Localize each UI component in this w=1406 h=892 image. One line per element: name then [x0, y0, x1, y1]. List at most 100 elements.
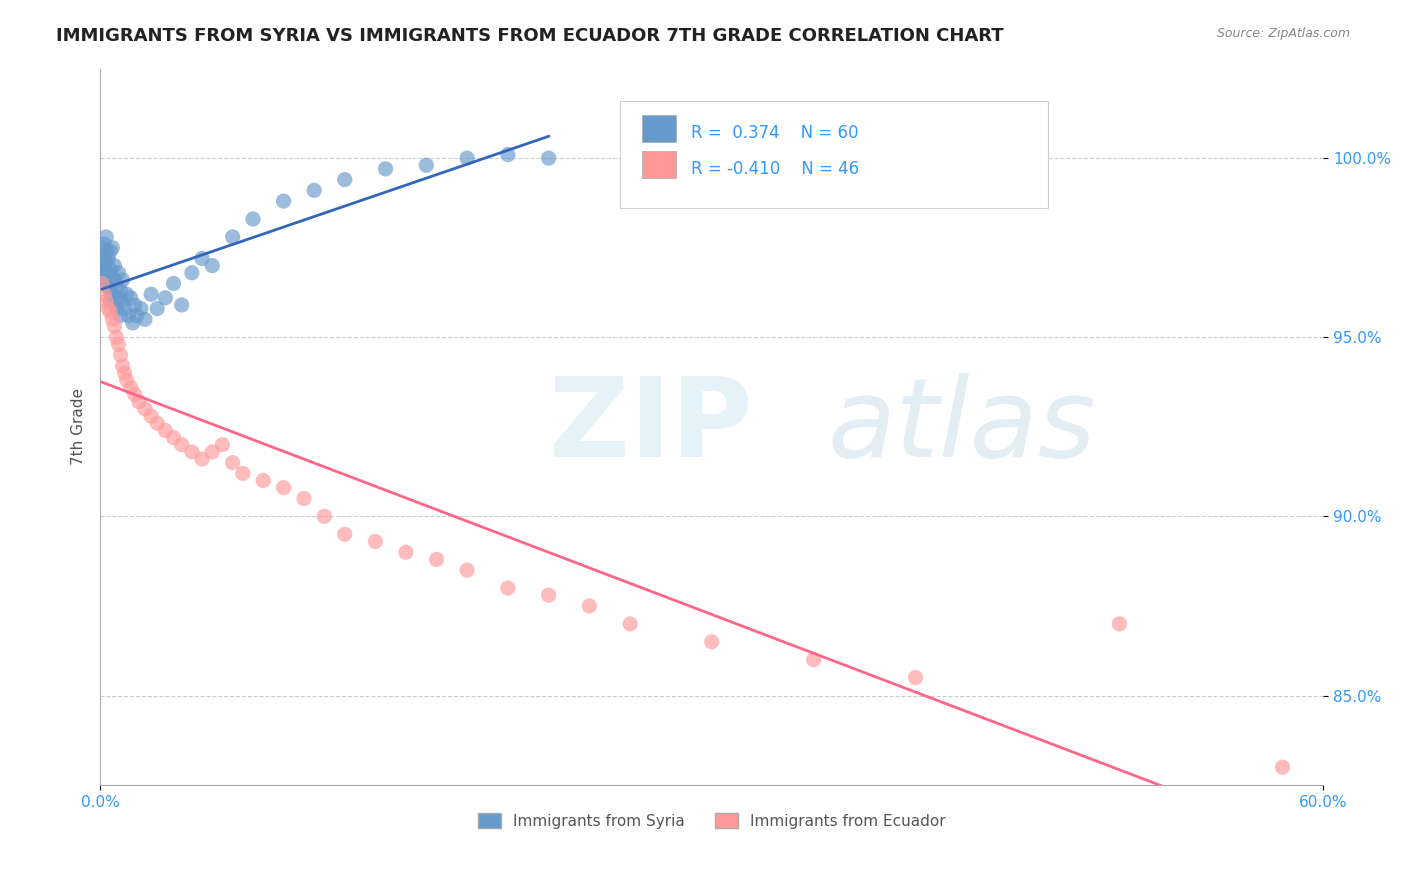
Point — [111, 294, 134, 309]
Point — [120, 380, 142, 394]
Point — [221, 456, 243, 470]
Point — [456, 563, 478, 577]
Point — [170, 438, 193, 452]
Point — [93, 287, 115, 301]
Point — [201, 445, 224, 459]
Point — [333, 527, 356, 541]
Point — [103, 259, 125, 273]
Text: ZIP: ZIP — [548, 374, 752, 480]
Point — [124, 387, 146, 401]
Point — [96, 230, 118, 244]
Point — [129, 301, 152, 316]
Point — [537, 588, 560, 602]
Point — [105, 280, 128, 294]
Point — [97, 301, 120, 316]
Point — [124, 298, 146, 312]
Point — [700, 634, 723, 648]
Point — [221, 230, 243, 244]
Point — [170, 298, 193, 312]
Point — [103, 294, 125, 309]
Text: IMMIGRANTS FROM SYRIA VS IMMIGRANTS FROM ECUADOR 7TH GRADE CORRELATION CHART: IMMIGRANTS FROM SYRIA VS IMMIGRANTS FROM… — [56, 27, 1004, 45]
Point — [98, 284, 121, 298]
Point — [333, 172, 356, 186]
Point — [91, 241, 114, 255]
Point — [125, 309, 148, 323]
Point — [111, 273, 134, 287]
Point — [105, 301, 128, 316]
Point — [180, 445, 202, 459]
Point — [96, 294, 118, 309]
Point — [103, 273, 125, 287]
Point — [98, 294, 121, 309]
Point — [211, 438, 233, 452]
Point — [904, 671, 927, 685]
Point — [93, 273, 115, 287]
Point — [191, 252, 214, 266]
Point — [107, 337, 129, 351]
Point — [146, 416, 169, 430]
Point — [97, 252, 120, 266]
Bar — [643, 115, 676, 143]
Point — [101, 287, 124, 301]
Point — [180, 266, 202, 280]
Point — [96, 255, 118, 269]
Point — [111, 359, 134, 373]
Point — [146, 301, 169, 316]
Point — [98, 262, 121, 277]
FancyBboxPatch shape — [620, 101, 1047, 208]
Text: Source: ZipAtlas.com: Source: ZipAtlas.com — [1216, 27, 1350, 40]
Point — [803, 653, 825, 667]
Point — [425, 552, 447, 566]
Point — [273, 194, 295, 208]
Point — [252, 474, 274, 488]
Point — [496, 581, 519, 595]
Point — [201, 259, 224, 273]
Point — [456, 151, 478, 165]
Point — [242, 212, 264, 227]
Point — [93, 252, 115, 266]
Point — [162, 431, 184, 445]
Point — [107, 291, 129, 305]
Point — [101, 241, 124, 255]
Point — [134, 312, 156, 326]
Y-axis label: 7th Grade: 7th Grade — [72, 388, 86, 466]
Point — [93, 237, 115, 252]
Point — [98, 305, 121, 319]
Point — [162, 277, 184, 291]
Point — [96, 277, 118, 291]
Point — [103, 319, 125, 334]
Point — [98, 244, 121, 259]
Point — [91, 277, 114, 291]
Point — [105, 330, 128, 344]
Point — [537, 151, 560, 165]
Point — [118, 309, 141, 323]
Text: R = -0.410    N = 46: R = -0.410 N = 46 — [690, 160, 859, 178]
Point — [96, 266, 118, 280]
Point — [155, 423, 177, 437]
Point — [134, 401, 156, 416]
Point — [273, 481, 295, 495]
Point — [120, 291, 142, 305]
Point — [1271, 760, 1294, 774]
Point — [232, 467, 254, 481]
Point — [139, 287, 162, 301]
Point — [191, 452, 214, 467]
Point — [91, 266, 114, 280]
Point — [96, 244, 118, 259]
Point — [101, 312, 124, 326]
Point — [101, 269, 124, 284]
Point — [110, 348, 132, 362]
Point — [314, 509, 336, 524]
Legend: Immigrants from Syria, Immigrants from Ecuador: Immigrants from Syria, Immigrants from E… — [471, 806, 952, 835]
Point — [110, 309, 132, 323]
Point — [114, 366, 136, 380]
Point — [107, 266, 129, 280]
Point — [395, 545, 418, 559]
Point — [115, 287, 138, 301]
Point — [115, 373, 138, 387]
Point — [619, 616, 641, 631]
Point — [91, 259, 114, 273]
Point — [114, 301, 136, 316]
Point — [110, 284, 132, 298]
Text: atlas: atlas — [828, 374, 1097, 480]
